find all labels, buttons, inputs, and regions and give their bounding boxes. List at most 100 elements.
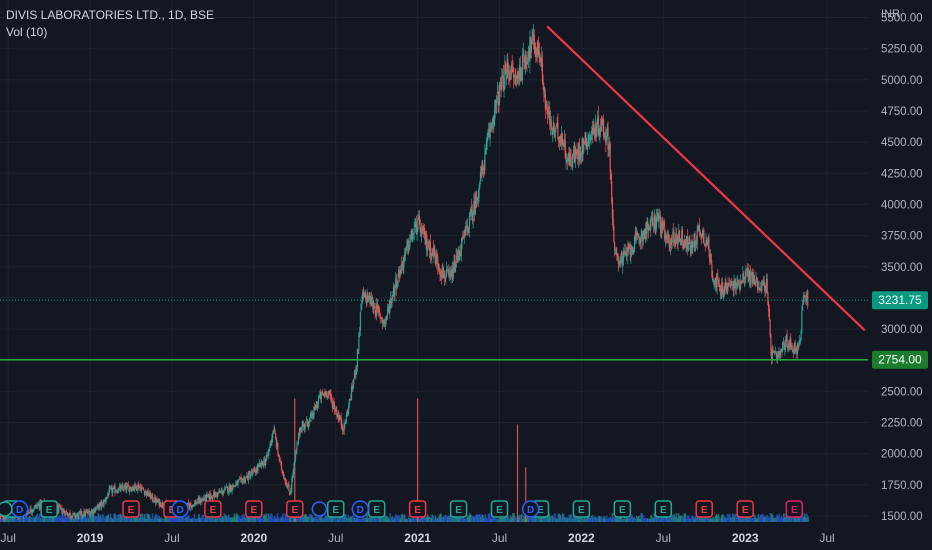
candle-body [304,425,306,430]
volume-bar [647,518,649,522]
volume-bar [438,516,440,522]
volume-bar [41,515,43,522]
earnings-marker[interactable]: E [736,500,754,518]
volume-indicator-label[interactable]: Vol (10) [6,25,48,39]
price-axis[interactable]: 5500.005250.005000.004750.004500.004250.… [881,12,923,523]
support-price-badge-bg [872,350,928,369]
split-marker[interactable] [311,501,328,517]
candle [353,378,355,389]
split-marker[interactable] [0,501,13,517]
candle [598,127,600,140]
earnings-marker[interactable]: E [572,500,591,518]
candle [66,512,68,516]
candle-body [188,504,191,509]
candle [612,209,614,231]
candle [776,352,778,363]
earnings-marker[interactable]: E [40,500,58,518]
candle [497,84,499,113]
earnings-marker[interactable]: E [286,500,304,518]
candle-body [264,460,266,466]
candle-body [652,217,654,227]
candle-body [476,198,478,201]
earnings-marker[interactable]: E [245,500,263,518]
candle [716,273,718,295]
candle [314,404,317,411]
candle-body [257,465,259,471]
candle-body [333,402,335,406]
candle [599,124,601,143]
candle-body [586,143,588,149]
candle-body [596,125,598,136]
earnings-marker[interactable]: E [408,500,427,518]
symbol-title[interactable]: DIVIS LABORATORIES LTD., 1D, BSE [6,8,215,22]
volume-bar [750,518,753,522]
candle-body [4,517,6,519]
earnings-marker[interactable]: E [326,500,345,518]
earnings-marker[interactable]: E [613,500,632,518]
candle-body [151,494,153,496]
candle-body [190,503,192,506]
volume-bar [181,516,184,522]
candle [326,396,328,400]
candle [115,488,117,493]
candle [92,509,94,517]
candle [429,239,431,259]
earnings-marker-box [122,500,140,518]
earnings-marker[interactable]: E [449,500,468,518]
earnings-marker[interactable]: E [204,500,222,518]
candle [436,250,438,265]
volume-bar [240,518,242,522]
volume-bar [253,514,256,522]
candle-body [93,508,95,513]
candle-body [388,306,390,313]
candle [199,497,202,506]
dividend-marker[interactable]: D [171,500,189,518]
candle-body [139,485,141,487]
earnings-marker[interactable]: E [785,500,804,518]
candle-body [371,299,373,307]
volume-bar [692,515,694,522]
candle [285,479,287,485]
candle-body [527,50,530,59]
dividend-marker[interactable]: D [351,500,370,518]
candle [345,419,347,424]
candle [745,265,747,283]
candle-body [438,267,440,272]
candle-body [285,482,287,484]
candle [504,60,507,75]
candle [768,299,770,317]
candle-body [678,230,681,242]
volume-bar [307,516,310,522]
candle [464,226,466,238]
candle-body [454,260,456,273]
earnings-marker[interactable]: E [367,500,386,518]
candle-body [479,171,482,181]
candle-body [34,505,36,507]
candle-body [544,93,546,110]
trendline[interactable] [546,25,866,332]
candle-body [191,505,193,507]
earnings-marker[interactable]: E [490,500,509,518]
candle-body [418,217,420,220]
volume-bar [139,513,142,522]
time-axis[interactable]: Jul 2019 Jul 2020 Jul 2021 Jul 2022 Jul 2023 Jul [1,531,835,545]
dividend-marker[interactable]: D [521,500,540,518]
candle-body [659,215,661,230]
candle-body [192,504,194,506]
candle [101,501,104,504]
earnings-marker[interactable]: E [654,500,673,518]
volume-bar [330,515,333,522]
candle-body [398,270,401,277]
candle [424,230,426,246]
candle [85,508,87,513]
dividend-marker[interactable]: D [10,500,29,518]
candle-body [673,229,675,239]
earnings-marker[interactable]: E [122,500,140,518]
earnings-marker[interactable]: E [695,500,713,518]
candle-body [316,404,318,409]
candle-body [339,415,341,420]
candle [519,56,521,83]
volume-bar [375,516,377,522]
candle [100,499,102,510]
